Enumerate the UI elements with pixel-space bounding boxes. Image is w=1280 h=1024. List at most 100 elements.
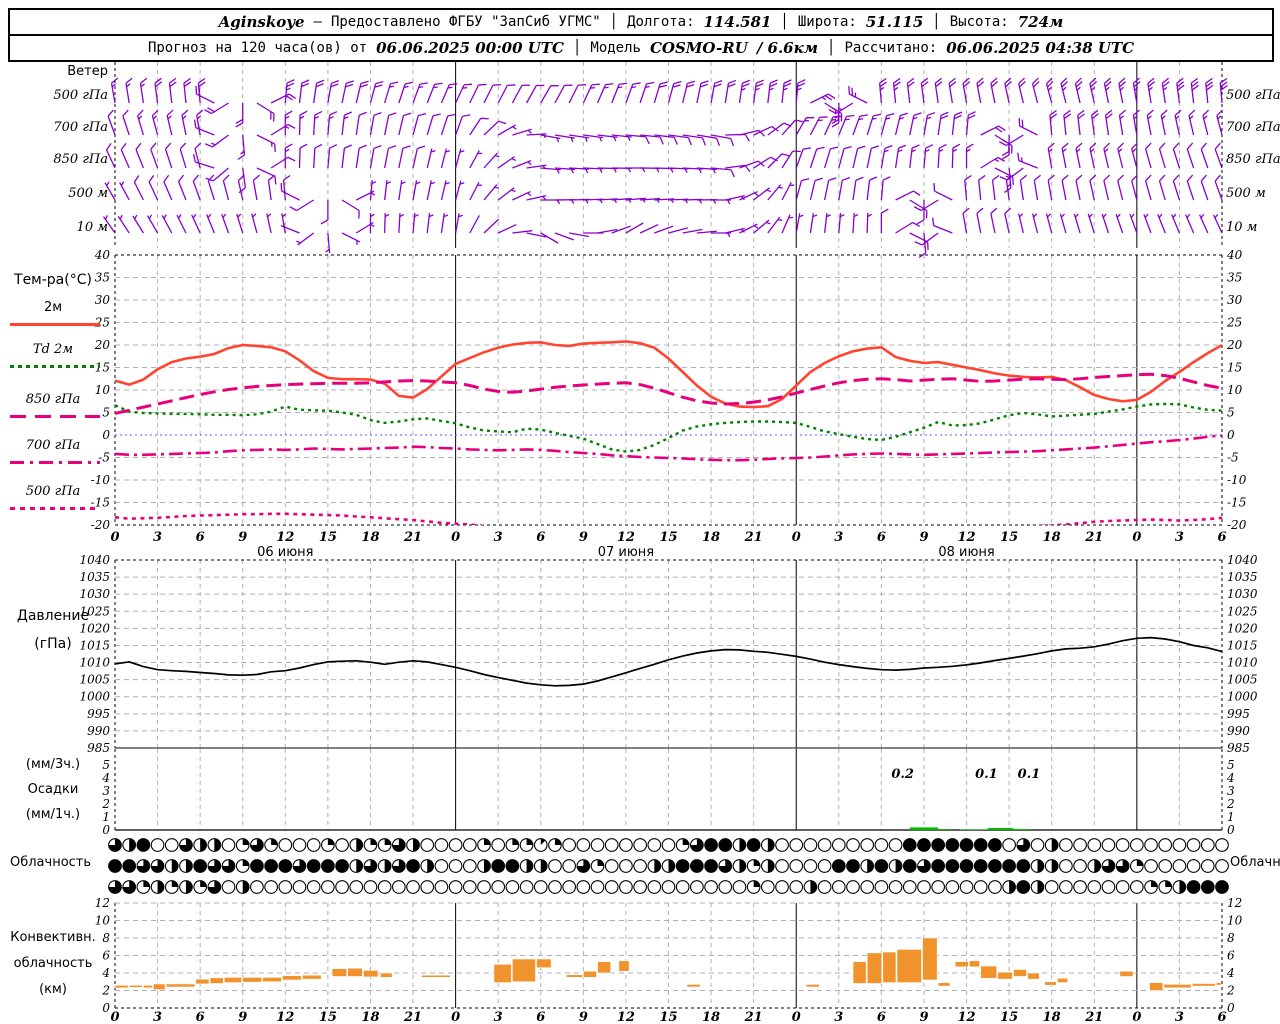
svg-text:995: 995 (87, 707, 110, 721)
model-name: COSMO-RU (649, 39, 748, 57)
svg-text:18: 18 (702, 530, 720, 545)
wind-level-700hpa-right: 700 гПа (1226, 120, 1280, 135)
precip-panel-title: Осадки (27, 782, 79, 797)
svg-text:3: 3 (834, 1010, 843, 1024)
wind-level-700hpa-left: 700 гПа (53, 120, 108, 135)
svg-text:0: 0 (1227, 823, 1235, 837)
svg-text:8: 8 (1227, 931, 1235, 945)
svg-text:10: 10 (1227, 914, 1243, 928)
svg-text:9: 9 (919, 1010, 928, 1024)
wind-level-500hpa-left: 500 гПа (53, 88, 108, 103)
legend-swatch-850hpa (10, 415, 100, 418)
svg-text:1030: 1030 (79, 587, 110, 601)
svg-text:18: 18 (702, 1010, 720, 1024)
separator: │ (780, 14, 789, 30)
svg-text:3: 3 (834, 530, 843, 545)
svg-text:9: 9 (238, 530, 247, 545)
forecast-start-time: 06.06.2025 00:00 UTC (376, 39, 564, 57)
legend-label-500hpa: 500 гПа (25, 484, 81, 499)
cloudiness-title-left: Облачность (10, 855, 92, 870)
svg-text:3: 3 (153, 1010, 162, 1024)
calculated-label: Рассчитано: (844, 40, 938, 56)
svg-text:15: 15 (1000, 530, 1018, 545)
svg-text:-15: -15 (91, 496, 110, 510)
svg-text:1005: 1005 (79, 673, 110, 687)
legend-swatch-500hpa (10, 507, 100, 510)
convective-units: (км) (39, 982, 67, 997)
latitude-value: 51.115 (865, 13, 924, 31)
svg-text:0: 0 (110, 530, 119, 545)
wind-barb-row-4 (104, 174, 1223, 225)
forecast-label: Прогноз на 120 часа(ов) от (147, 40, 368, 56)
svg-text:0.2: 0.2 (891, 767, 914, 782)
svg-text:20: 20 (94, 338, 111, 352)
svg-text:20: 20 (1226, 338, 1243, 352)
svg-text:0: 0 (1227, 428, 1235, 442)
svg-text:-20: -20 (91, 518, 111, 532)
svg-text:2: 2 (1226, 984, 1235, 998)
wind-barb-row-3 (105, 142, 1223, 194)
provider-text: Предоставлено ФГБУ "ЗапСиб УГМС" (330, 14, 601, 30)
svg-text:15: 15 (659, 1010, 677, 1024)
svg-text:1020: 1020 (1227, 621, 1258, 635)
svg-text:18: 18 (1043, 530, 1061, 545)
svg-text:4: 4 (101, 966, 110, 980)
legend-label-td2m: Td 2м (32, 342, 74, 357)
precipitation-layer: 0.2 0.1 0.1 (891, 767, 1040, 830)
svg-text:2: 2 (101, 797, 110, 811)
model-label: Модель (590, 40, 641, 56)
svg-text:3: 3 (1175, 530, 1184, 545)
legend-swatch-700hpa (10, 461, 100, 464)
svg-text:5: 5 (102, 406, 110, 420)
svg-text:-15: -15 (1227, 496, 1246, 510)
svg-text:07 июня: 07 июня (598, 545, 654, 560)
svg-text:-20: -20 (1227, 518, 1247, 532)
svg-text:1: 1 (1227, 810, 1235, 824)
svg-text:1020: 1020 (79, 621, 110, 635)
svg-text:21: 21 (744, 530, 763, 545)
svg-text:1010: 1010 (79, 656, 110, 670)
svg-text:3: 3 (1175, 1010, 1184, 1024)
svg-text:1: 1 (102, 810, 110, 824)
svg-text:4: 4 (1226, 966, 1235, 980)
svg-text:3: 3 (153, 530, 162, 545)
temp-series-2 (115, 402, 1222, 453)
altitude-label: Высота: (949, 14, 1009, 30)
svg-text:6: 6 (877, 530, 886, 545)
cloudiness-title-right: Облачность (1230, 855, 1280, 870)
legend-label-2m: 2м (43, 300, 63, 315)
svg-text:12: 12 (957, 530, 975, 545)
svg-text:1040: 1040 (1227, 553, 1258, 567)
svg-text:6: 6 (536, 530, 545, 545)
wind-level-10m-right: 10 м (1226, 220, 1258, 235)
altitude-value: 724м (1017, 13, 1064, 31)
precip-units-1h: (мм/1ч.) (25, 807, 81, 822)
separator: │ (827, 40, 836, 56)
svg-text:12: 12 (617, 530, 635, 545)
svg-text:9: 9 (579, 530, 588, 545)
svg-text:21: 21 (403, 530, 422, 545)
svg-text:3: 3 (494, 530, 503, 545)
svg-text:9: 9 (238, 1010, 247, 1024)
svg-text:6: 6 (1227, 949, 1235, 963)
svg-text:1025: 1025 (79, 604, 110, 618)
svg-text:6: 6 (102, 949, 110, 963)
wind-level-500hpa-right: 500 гПа (1226, 88, 1280, 103)
svg-text:0: 0 (102, 428, 110, 442)
longitude-value: 114.581 (703, 13, 772, 31)
wind-barb-row-5 (102, 207, 1223, 259)
svg-text:25: 25 (1226, 316, 1242, 330)
svg-text:15: 15 (1227, 361, 1242, 375)
svg-text:30: 30 (95, 293, 111, 307)
svg-text:-10: -10 (1227, 473, 1247, 487)
wind-barbs-layer (102, 77, 1228, 259)
svg-text:1015: 1015 (1227, 638, 1258, 652)
svg-text:1000: 1000 (79, 690, 110, 704)
svg-text:6: 6 (536, 1010, 545, 1024)
svg-text:10: 10 (95, 383, 111, 397)
svg-text:21: 21 (1084, 530, 1103, 545)
svg-text:2: 2 (1226, 797, 1235, 811)
